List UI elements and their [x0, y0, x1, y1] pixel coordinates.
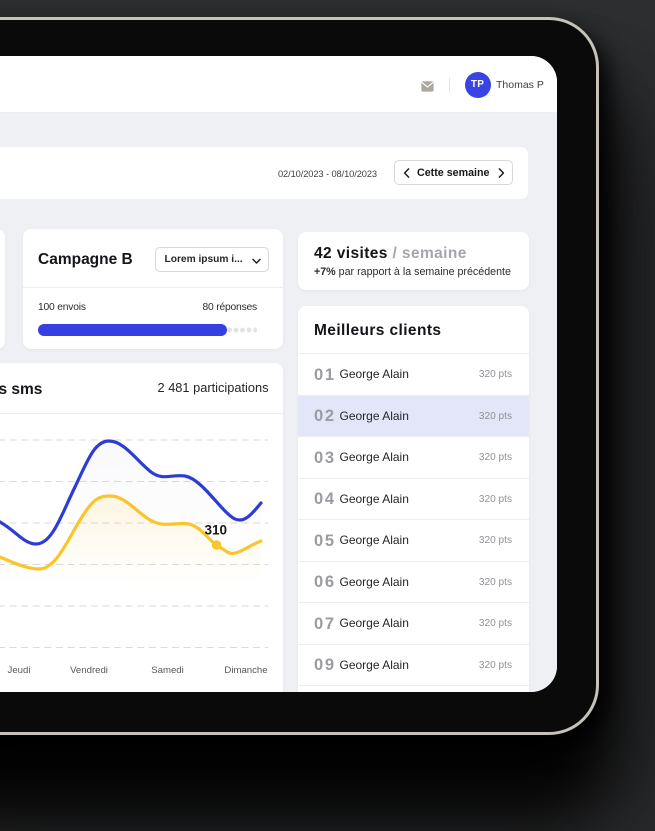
svg-text:310: 310	[205, 523, 228, 538]
